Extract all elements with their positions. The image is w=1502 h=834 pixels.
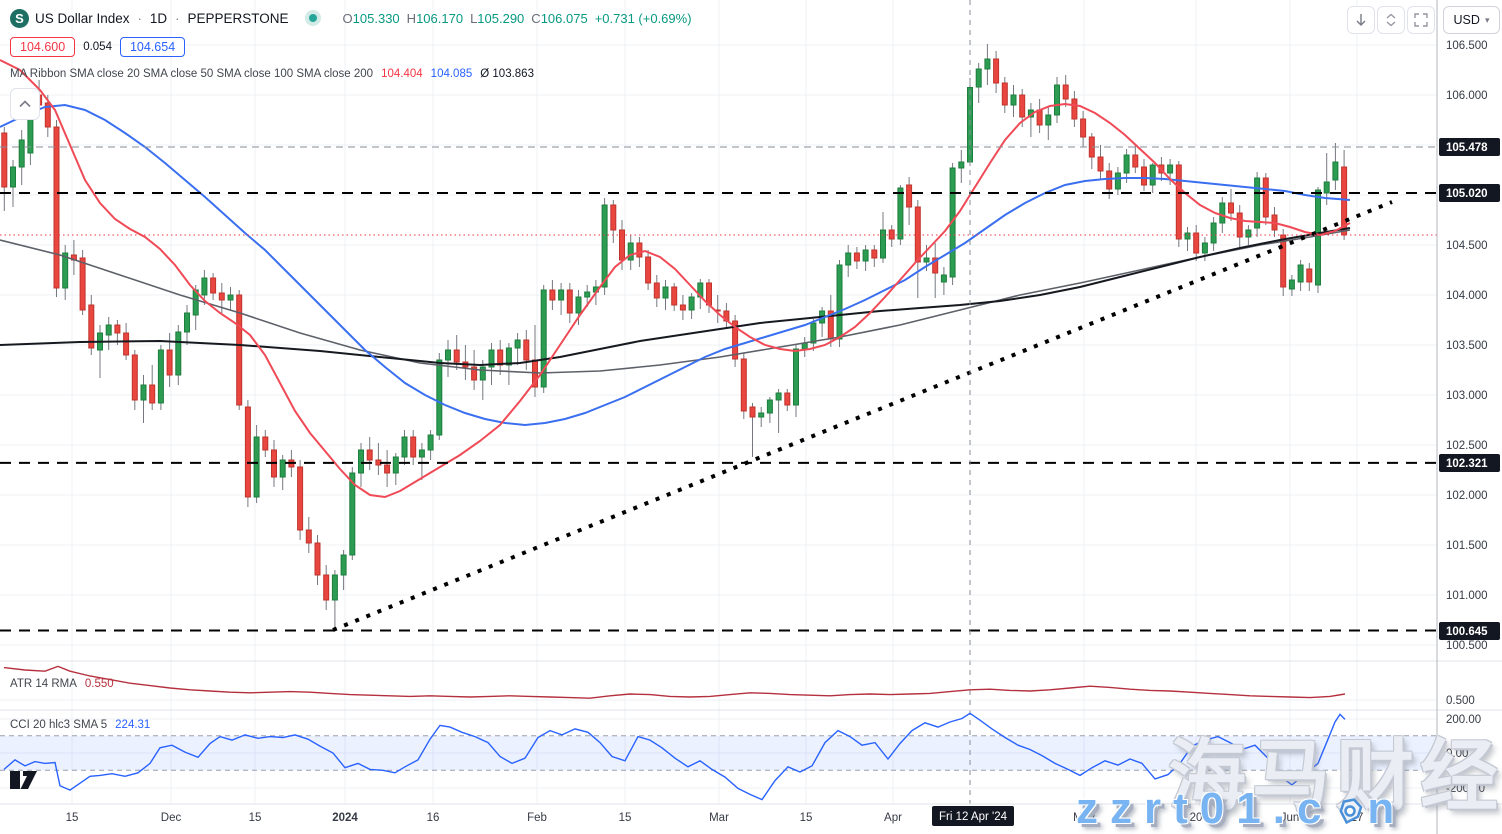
svg-text:102.321: 102.321 xyxy=(1446,458,1488,470)
cci-band xyxy=(0,735,1437,771)
svg-text:101.500: 101.500 xyxy=(1446,540,1488,552)
chart-controls xyxy=(1347,6,1435,34)
ma-ribbon-lines xyxy=(0,59,1351,499)
svg-text:2024: 2024 xyxy=(332,812,358,824)
chevron-down-icon: ▾ xyxy=(1484,14,1490,25)
separator: · xyxy=(137,10,142,26)
exchange-label: PEPPERSTONE xyxy=(187,10,289,26)
collapse-icon xyxy=(1386,13,1396,27)
svg-text:15: 15 xyxy=(800,812,813,824)
spread-value: 0.054 xyxy=(83,41,112,53)
cci-line xyxy=(3,712,1346,801)
sma50-value: 104.085 xyxy=(430,68,473,80)
svg-text:Mar: Mar xyxy=(709,812,729,824)
candlestick-series xyxy=(1,44,1348,631)
tradingview-logo[interactable] xyxy=(10,768,40,797)
cci-legend[interactable]: CCI 20 hlc3 SMA 5 224.31 xyxy=(10,719,150,731)
tradingview-logo-icon xyxy=(10,771,37,789)
trendline xyxy=(332,200,1393,632)
crosshair xyxy=(0,0,1437,804)
svg-text:0.00: 0.00 xyxy=(1446,748,1468,760)
svg-text:106.000: 106.000 xyxy=(1446,90,1488,102)
close-value: 106.075 xyxy=(540,10,588,26)
market-status-icon[interactable] xyxy=(304,10,321,26)
ma-line-sma20 xyxy=(0,59,1351,499)
arrow-down-icon xyxy=(1356,14,1366,26)
svg-text:102.000: 102.000 xyxy=(1446,490,1488,502)
ma-ribbon-legend[interactable]: MA Ribbon SMA close 20 SMA close 50 SMA … xyxy=(10,66,534,82)
svg-text:Fri 12 Apr '24: Fri 12 Apr '24 xyxy=(939,811,1008,823)
open-value: 105.330 xyxy=(352,10,400,26)
svg-text:Feb: Feb xyxy=(527,812,547,824)
svg-text:Dec: Dec xyxy=(161,812,182,824)
svg-text:15: 15 xyxy=(619,812,632,824)
svg-text:105.478: 105.478 xyxy=(1446,142,1488,154)
ma-average: Ø 103.863 xyxy=(480,68,534,80)
legend-collapse-button[interactable] xyxy=(10,88,40,120)
svg-text:May: May xyxy=(1073,812,1095,824)
svg-text:Apr: Apr xyxy=(884,812,902,824)
svg-text:200.00: 200.00 xyxy=(1446,714,1481,726)
fullscreen-icon xyxy=(1414,13,1428,27)
fullscreen-button[interactable] xyxy=(1407,6,1435,34)
atr-label: ATR 14 RMA xyxy=(10,678,77,690)
svg-text:103.500: 103.500 xyxy=(1446,340,1488,352)
cci-value: 224.31 xyxy=(115,719,151,731)
svg-text:-200.00: -200.00 xyxy=(1446,783,1485,795)
symbol-legend[interactable]: S US Dollar Index · 1D · PEPPERSTONE O10… xyxy=(10,8,692,28)
ma-line-sma50 xyxy=(0,103,1351,427)
sma20-value: 104.404 xyxy=(381,68,423,80)
ma-line-sma100 xyxy=(0,229,1351,374)
separator: · xyxy=(175,10,180,26)
svg-text:0.500: 0.500 xyxy=(1446,695,1475,707)
ohlc-values: O105.330 H106.170 L105.290 C106.075 +0.7… xyxy=(342,10,692,26)
level-lines xyxy=(0,192,1437,632)
symbol-title: US Dollar Index xyxy=(35,10,130,26)
scroll-to-latest-button[interactable] xyxy=(1347,6,1375,34)
svg-text:103.000: 103.000 xyxy=(1446,390,1488,402)
change-value: +0.731 (+0.69%) xyxy=(594,10,692,26)
svg-text:104.500: 104.500 xyxy=(1446,240,1488,252)
svg-text:100.645: 100.645 xyxy=(1446,626,1488,638)
sell-button[interactable]: 104.600 xyxy=(10,37,76,57)
svg-text:20: 20 xyxy=(1190,812,1203,824)
interval-label: 1D xyxy=(149,10,168,26)
chevron-up-icon xyxy=(19,100,31,108)
bid-ask-panel: 104.600 0.054 104.654 xyxy=(10,36,186,58)
svg-text:100.500: 100.500 xyxy=(1446,640,1488,652)
svg-text:101.000: 101.000 xyxy=(1446,590,1488,602)
svg-text:17: 17 xyxy=(1351,812,1364,824)
currency-value: USD xyxy=(1453,13,1480,27)
price-axis: 106.500 106.000 104.500 104.000 103.500 103.0… xyxy=(1439,40,1500,795)
svg-text:105.020: 105.020 xyxy=(1446,188,1488,200)
low-value: 105.290 xyxy=(477,10,525,26)
svg-text:104.000: 104.000 xyxy=(1446,290,1488,302)
svg-text:15: 15 xyxy=(249,812,262,824)
svg-text:16: 16 xyxy=(427,812,440,824)
gridlines xyxy=(0,0,1437,804)
svg-text:106.500: 106.500 xyxy=(1446,40,1488,52)
high-value: 106.170 xyxy=(416,10,464,26)
atr-legend[interactable]: ATR 14 RMA 0.550 xyxy=(10,678,114,690)
svg-text:102.500: 102.500 xyxy=(1446,440,1488,452)
currency-dropdown[interactable]: USD ▾ xyxy=(1443,6,1500,34)
atr-line xyxy=(3,665,1346,699)
svg-text:Jun: Jun xyxy=(1281,812,1300,824)
buy-button[interactable]: 104.654 xyxy=(119,37,186,57)
symbol-logo: S xyxy=(10,8,29,28)
ma-ribbon-label: MA Ribbon SMA close 20 SMA close 50 SMA … xyxy=(10,68,374,80)
svg-text:15: 15 xyxy=(66,812,79,824)
collapse-pane-button[interactable] xyxy=(1377,6,1405,34)
time-axis: 15 Dec 15 2024 16 Feb 15 Mar 15 Apr May 20 Jun 17 Fri … xyxy=(66,806,1364,826)
cci-label: CCI 20 hlc3 SMA 5 xyxy=(10,719,108,731)
atr-value: 0.550 xyxy=(84,678,114,690)
ma-line-sma200 xyxy=(0,227,1351,367)
